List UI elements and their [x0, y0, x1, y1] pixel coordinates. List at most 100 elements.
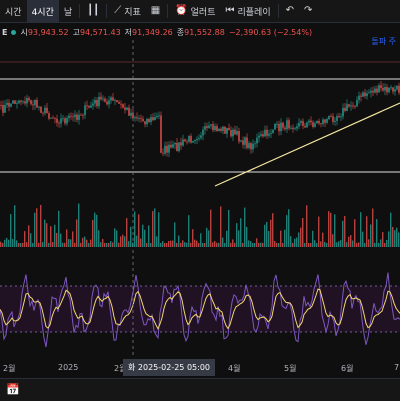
candle-body: [240, 140, 242, 142]
candle-body: [324, 119, 326, 123]
volume-bar: [10, 214, 12, 247]
volume-bar: [22, 242, 24, 247]
candle-body: [148, 118, 150, 123]
volume-bar: [184, 242, 186, 247]
volume-bar: [264, 224, 266, 247]
redo-button[interactable]: ↷: [299, 0, 317, 22]
volume-bar: [110, 241, 112, 247]
candle-body: [106, 101, 108, 105]
volume-bar: [278, 242, 280, 247]
volume-bar: [254, 243, 256, 247]
candle-body: [150, 117, 152, 123]
x-tick-label: 4월: [228, 364, 241, 373]
time-axis[interactable]: 2월 2025 2월 4월 5월 6월 7: [0, 358, 400, 378]
candle-body: [214, 126, 216, 131]
candle-body: [352, 105, 354, 107]
candle-body: [66, 118, 68, 124]
candle-body: [76, 114, 78, 120]
candle-body: [152, 117, 154, 121]
volume-bar: [292, 242, 294, 247]
candle-body: [236, 131, 238, 135]
candle-body: [112, 97, 114, 101]
undo-icon: ↶: [285, 5, 295, 16]
indicators-button[interactable]: ⟋ 지표: [109, 0, 146, 22]
interval-4h[interactable]: 4시간: [26, 0, 59, 22]
volume-bar: [296, 237, 298, 247]
candle-body: [46, 107, 48, 114]
volume-bar: [158, 212, 160, 247]
bottom-toolbar: 📅: [0, 378, 400, 401]
volume-bar: [100, 242, 102, 247]
volume-bar: [334, 214, 336, 247]
interval-day[interactable]: 날: [59, 0, 77, 22]
undo-button[interactable]: ↶: [281, 0, 299, 22]
candle-body: [394, 89, 396, 92]
replay-button[interactable]: ⏮ 리플레이: [221, 0, 276, 22]
candle-body: [146, 118, 148, 125]
candle-body: [340, 116, 342, 118]
volume-bar: [368, 239, 370, 247]
volume-bar: [94, 212, 96, 247]
candle-body: [300, 121, 302, 123]
candle-body: [302, 121, 304, 126]
volume-bar: [276, 242, 278, 247]
volume-bar: [324, 242, 326, 247]
open-value: 93,943.52: [27, 27, 69, 37]
candle-body: [226, 127, 228, 134]
alert-button[interactable]: ⏰ 얼러트: [170, 0, 220, 22]
candle-body: [336, 116, 338, 121]
volume-bar: [18, 242, 20, 247]
calendar-icon[interactable]: 📅: [6, 383, 20, 396]
interval-hour[interactable]: 시간: [0, 0, 27, 22]
volume-bar: [82, 237, 84, 247]
candle-body: [334, 120, 336, 122]
candle-body: [314, 123, 316, 127]
volume-bar: [166, 242, 168, 247]
candle-body: [210, 124, 212, 126]
volume-bar: [356, 242, 358, 247]
volume-bar: [362, 231, 364, 247]
volume-bar: [234, 242, 236, 247]
volume-bar: [266, 221, 268, 247]
templates-button[interactable]: ▦: [146, 0, 165, 22]
candle-body: [64, 118, 66, 124]
volume-bar: [224, 242, 226, 247]
candle-body: [222, 126, 224, 131]
volume-bar: [392, 226, 394, 247]
candle-body: [306, 122, 308, 128]
open-field: 시93,943.52: [20, 27, 68, 38]
chart-type-button[interactable]: ┃┃: [82, 0, 104, 22]
volume-bar: [338, 241, 340, 247]
volume-bar: [308, 242, 310, 247]
candle-body: [12, 100, 14, 104]
volume-bar: [336, 242, 338, 247]
x-tick-label: 6월: [341, 364, 354, 373]
candle-body: [32, 104, 34, 106]
candle-body: [290, 127, 292, 129]
volume-bar: [168, 240, 170, 247]
candle-body: [358, 95, 360, 101]
volume-bar: [20, 242, 22, 247]
candle-body: [224, 126, 226, 134]
candle-body: [258, 135, 260, 138]
candle-body: [80, 114, 82, 116]
candle-body: [252, 143, 254, 150]
price-pane: [0, 61, 400, 187]
volume-bar: [146, 242, 148, 247]
candle-body: [196, 138, 198, 140]
volume-bar: [124, 236, 126, 247]
candle-body: [346, 104, 348, 111]
candle-body: [62, 118, 64, 120]
breakout-flag: 돌파 주: [371, 37, 396, 46]
volume-bar: [186, 242, 188, 247]
volume-bar: [108, 242, 110, 247]
symbol-name[interactable]: E: [2, 27, 8, 37]
volume-bar: [396, 227, 398, 247]
volume-bar: [180, 242, 182, 247]
candle-body: [204, 126, 206, 130]
volume-bar: [144, 229, 146, 247]
trendline: [214, 102, 400, 187]
candle-body: [248, 143, 250, 148]
volume-bar: [260, 242, 262, 247]
